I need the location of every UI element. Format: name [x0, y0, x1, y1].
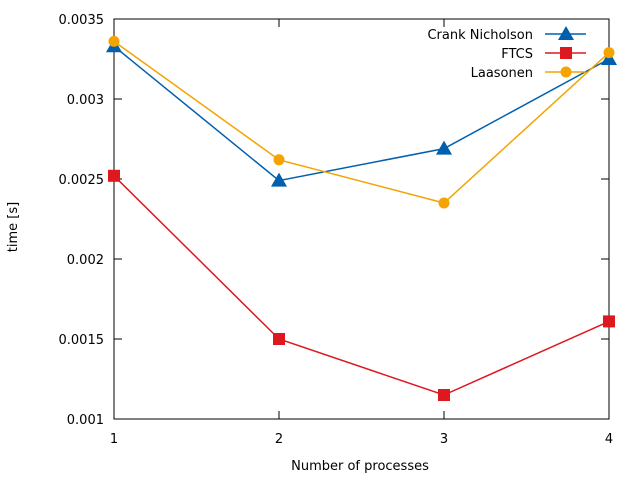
- legend-marker-laasonen: [560, 66, 572, 78]
- y-axis-label: time [s]: [6, 202, 21, 252]
- series-crank-nicholson: [106, 38, 617, 187]
- x-tick-label: 1: [110, 432, 118, 447]
- y-tick-label: 0.0035: [59, 13, 105, 28]
- x-tick-label: 3: [440, 432, 448, 447]
- series-ftcs: [108, 169, 615, 401]
- data-point-ftcs: [273, 333, 285, 345]
- series-line-crank-nicholson: [113, 45, 610, 182]
- x-axis-label: Number of processes: [291, 459, 429, 474]
- legend-label-crank-nicholson: Crank Nicholson: [427, 28, 533, 43]
- series-laasonen: [108, 35, 615, 209]
- data-point-laasonen: [438, 197, 450, 209]
- y-tick-label: 0.002: [67, 253, 104, 268]
- data-point-laasonen: [603, 47, 615, 59]
- series-line-laasonen: [113, 40, 610, 204]
- data-point-laasonen: [108, 35, 120, 47]
- data-point-ftcs: [603, 315, 615, 328]
- legend: Crank Nicholson FTCS Laasonen: [427, 26, 586, 81]
- legend-label-laasonen: Laasonen: [471, 66, 533, 81]
- y-tick-label: 0.003: [67, 93, 104, 108]
- y-tick-label: 0.0015: [59, 333, 105, 348]
- series-line-ftcs: [113, 175, 610, 396]
- data-point-ftcs: [438, 389, 450, 401]
- legend-marker-crank-nicholson: [558, 26, 574, 40]
- data-point-crank-nicholson: [271, 172, 287, 187]
- legend-label-ftcs: FTCS: [501, 47, 533, 62]
- data-point-laasonen: [273, 154, 285, 166]
- legend-marker-ftcs: [560, 47, 572, 59]
- data-point-crank-nicholson: [436, 140, 452, 155]
- series-layer: [106, 35, 617, 401]
- y-tick-label: 0.001: [67, 413, 104, 428]
- x-tick-label: 4: [605, 432, 613, 447]
- data-point-ftcs: [108, 169, 120, 182]
- plot-frame: [113, 18, 610, 420]
- x-tick-label: 2: [275, 432, 283, 447]
- y-tick-label: 0.0025: [59, 173, 105, 188]
